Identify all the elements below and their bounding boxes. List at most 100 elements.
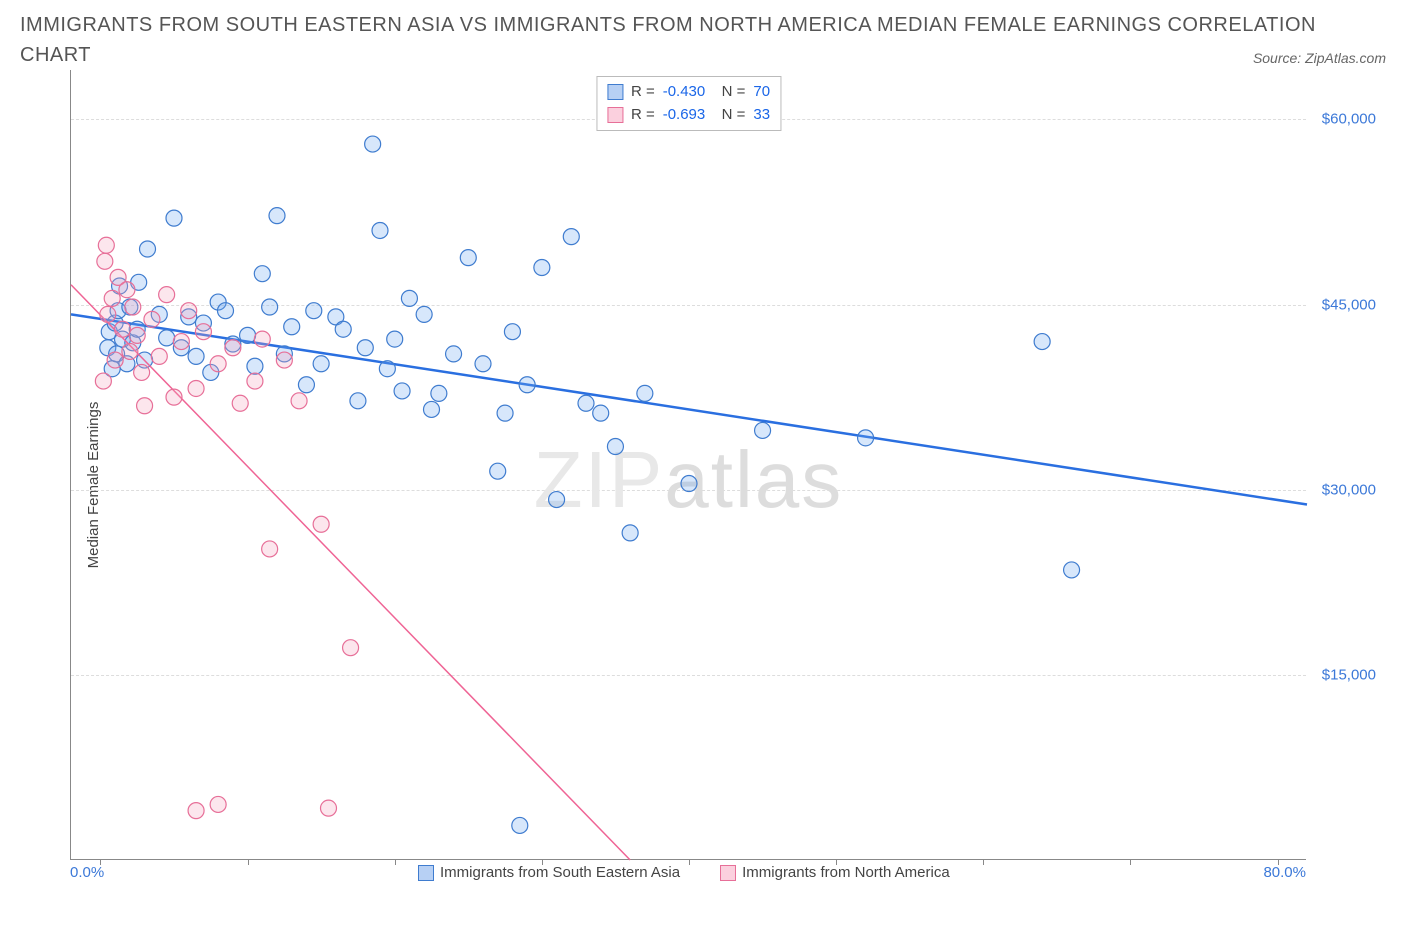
data-point <box>321 800 337 816</box>
data-point <box>104 290 120 306</box>
data-point <box>681 476 697 492</box>
legend-swatch <box>418 865 434 881</box>
x-axis-row: 0.0% Immigrants from South Eastern AsiaI… <box>70 864 1306 881</box>
data-point <box>357 340 373 356</box>
data-point <box>497 405 513 421</box>
data-point <box>1034 334 1050 350</box>
data-point <box>755 422 771 438</box>
data-point <box>254 266 270 282</box>
data-point <box>512 817 528 833</box>
y-tick-label: $60,000 <box>1316 111 1376 128</box>
data-point <box>335 321 351 337</box>
plot-area: ZIPatlas $15,000$30,000$45,000$60,000 R … <box>70 70 1306 860</box>
legend-label: Immigrants from South Eastern Asia <box>440 864 680 881</box>
data-point <box>276 352 292 368</box>
data-point <box>188 380 204 396</box>
plot-svg <box>71 70 1307 860</box>
data-point <box>225 340 241 356</box>
data-point <box>144 311 160 327</box>
data-point <box>1064 562 1080 578</box>
y-tick-label: $30,000 <box>1316 481 1376 498</box>
data-point <box>129 327 145 343</box>
data-point <box>166 210 182 226</box>
correlation-legend: R = -0.430 N = 70R = -0.693 N = 33 <box>596 76 781 131</box>
data-point <box>262 299 278 315</box>
data-point <box>137 398 153 414</box>
data-point <box>593 405 609 421</box>
x-min-label: 0.0% <box>70 864 104 881</box>
data-point <box>100 306 116 322</box>
data-point <box>607 438 623 454</box>
n-label: N = <box>713 104 745 127</box>
data-point <box>534 260 550 276</box>
data-point <box>98 237 114 253</box>
correlation-legend-row: R = -0.693 N = 33 <box>607 104 770 127</box>
data-point <box>490 463 506 479</box>
trend-line <box>71 285 630 860</box>
data-point <box>210 356 226 372</box>
data-point <box>188 348 204 364</box>
data-point <box>181 303 197 319</box>
data-point <box>401 290 417 306</box>
r-label: R = <box>631 81 655 104</box>
legend-label: Immigrants from North America <box>742 864 950 881</box>
data-point <box>195 324 211 340</box>
data-point <box>232 395 248 411</box>
data-point <box>858 430 874 446</box>
data-point <box>125 299 141 315</box>
data-point <box>284 319 300 335</box>
legend-swatch <box>607 84 623 100</box>
legend-item: Immigrants from South Eastern Asia <box>418 864 680 881</box>
r-label: R = <box>631 104 655 127</box>
n-value: 70 <box>753 81 770 104</box>
data-point <box>343 640 359 656</box>
data-point <box>460 250 476 266</box>
legend-swatch <box>720 865 736 881</box>
data-point <box>115 321 131 337</box>
data-point <box>107 352 123 368</box>
legend-item: Immigrants from North America <box>720 864 950 881</box>
n-value: 33 <box>753 104 770 127</box>
y-tick-label: $45,000 <box>1316 296 1376 313</box>
data-point <box>247 373 263 389</box>
data-point <box>519 377 535 393</box>
data-point <box>622 525 638 541</box>
data-point <box>262 541 278 557</box>
data-point <box>504 324 520 340</box>
chart-container: Median Female Earnings ZIPatlas $15,000$… <box>20 70 1386 900</box>
data-point <box>387 331 403 347</box>
data-point <box>95 373 111 389</box>
legend-swatch <box>607 107 623 123</box>
data-point <box>416 306 432 322</box>
data-point <box>119 282 135 298</box>
data-point <box>475 356 491 372</box>
data-point <box>424 401 440 417</box>
series-legend: Immigrants from South Eastern Asia Immigr… <box>104 864 1263 881</box>
correlation-legend-row: R = -0.430 N = 70 <box>607 81 770 104</box>
data-point <box>291 393 307 409</box>
data-point <box>313 356 329 372</box>
data-point <box>240 327 256 343</box>
data-point <box>188 803 204 819</box>
data-point <box>159 330 175 346</box>
r-value: -0.430 <box>663 81 706 104</box>
data-point <box>306 303 322 319</box>
data-point <box>350 393 366 409</box>
data-point <box>394 383 410 399</box>
r-value: -0.693 <box>663 104 706 127</box>
data-point <box>637 385 653 401</box>
x-max-label: 80.0% <box>1263 864 1306 881</box>
data-point <box>379 361 395 377</box>
data-point <box>365 136 381 152</box>
data-point <box>431 385 447 401</box>
data-point <box>134 364 150 380</box>
data-point <box>218 303 234 319</box>
data-point <box>140 241 156 257</box>
data-point <box>166 389 182 405</box>
data-point <box>313 516 329 532</box>
data-point <box>446 346 462 362</box>
source-label: Source: ZipAtlas.com <box>20 50 1386 66</box>
data-point <box>122 343 138 359</box>
data-point <box>210 796 226 812</box>
n-label: N = <box>713 81 745 104</box>
